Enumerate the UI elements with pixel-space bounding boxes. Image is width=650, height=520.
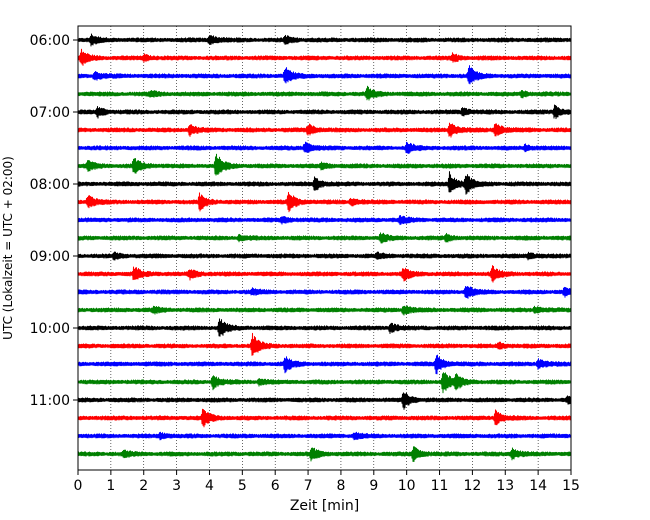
trace-0700	[77, 104, 572, 120]
trace-1115	[77, 408, 572, 428]
x-tick-label: 2	[139, 478, 148, 494]
y-tick-label: 11:00	[30, 393, 70, 409]
trace-0600	[77, 33, 572, 47]
trace-0630	[77, 65, 572, 85]
x-tick-label: 4	[205, 478, 214, 494]
x-tick-label: 1	[106, 478, 115, 494]
trace-1015	[77, 332, 572, 356]
trace-0945	[77, 305, 572, 316]
trace-0930	[77, 285, 572, 299]
x-tick-label: 14	[529, 478, 547, 494]
trace-0830	[77, 215, 572, 226]
trace-0730	[77, 141, 572, 154]
x-tick-label: 7	[304, 478, 313, 494]
seismic-traces	[77, 33, 572, 463]
x-tick-label: 15	[562, 478, 580, 494]
trace-1030	[77, 354, 572, 375]
trace-0900	[77, 251, 572, 261]
trace-0815	[77, 191, 572, 213]
x-tick-label: 8	[336, 478, 345, 494]
trace-0800	[77, 171, 572, 195]
y-tick-label: 08:00	[30, 177, 70, 193]
x-tick-label: 6	[271, 478, 280, 494]
plot-frame	[77, 25, 572, 471]
y-axis-label: UTC (Lokalzeit = UTC + 02:00)	[1, 156, 15, 340]
x-axis-ticks: 0 1 2 3 4 5 6 7 8 9 10 11 12 13 14 15	[74, 470, 580, 494]
grid-lines	[110, 26, 539, 470]
y-tick-label: 10:00	[30, 321, 70, 337]
trace-0915	[77, 265, 572, 283]
trace-1045	[77, 372, 572, 394]
x-tick-label: 13	[496, 478, 514, 494]
trace-1000	[77, 318, 572, 337]
x-tick-label: 0	[74, 478, 83, 494]
trace-1100	[77, 392, 572, 410]
y-axis-ticks: 06:00 07:00 08:00 09:00 10:00 11:00	[30, 33, 78, 409]
trace-0845	[77, 232, 572, 244]
x-axis-label: Zeit [min]	[290, 498, 359, 514]
trace-0615	[77, 48, 572, 66]
trace-1145	[77, 446, 572, 463]
y-tick-label: 09:00	[30, 249, 70, 265]
trace-0715	[77, 122, 572, 138]
x-tick-label: 3	[172, 478, 181, 494]
y-tick-label: 07:00	[30, 105, 70, 121]
x-tick-label: 11	[431, 478, 449, 494]
x-tick-label: 5	[238, 478, 247, 494]
x-tick-label: 10	[398, 478, 416, 494]
x-tick-label: 12	[463, 478, 481, 494]
y-tick-label: 06:00	[30, 33, 70, 49]
x-tick-label: 9	[369, 478, 378, 494]
trace-0745	[77, 153, 572, 176]
trace-1130	[77, 431, 572, 441]
trace-0645	[77, 85, 572, 101]
